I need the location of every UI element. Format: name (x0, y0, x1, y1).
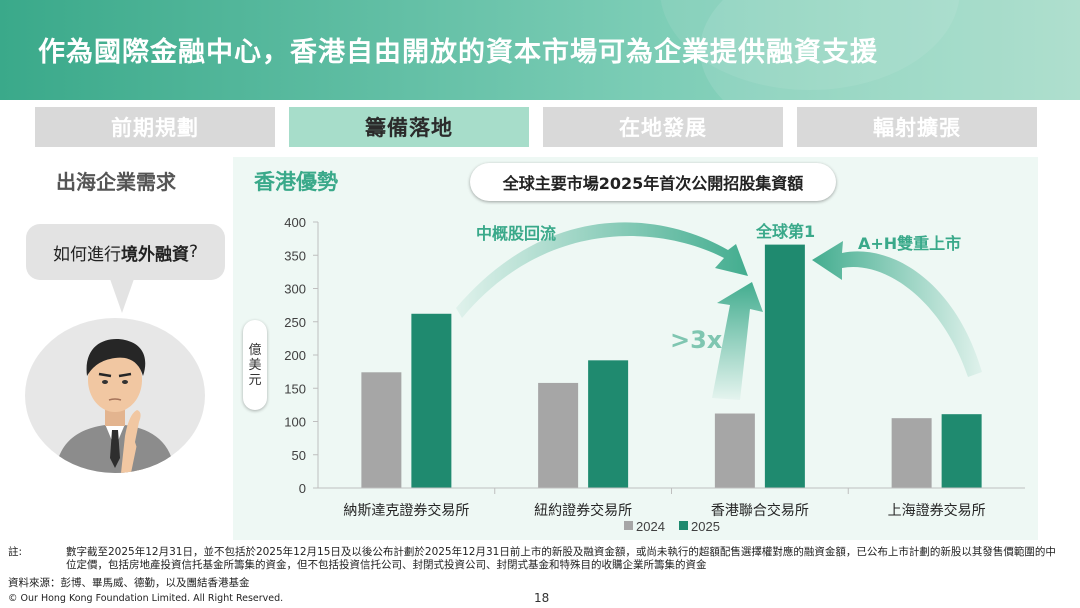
y-tick-label: 200 (284, 348, 306, 363)
bar-2024 (361, 372, 402, 488)
y-tick-label: 300 (284, 282, 306, 297)
y-tick-label: 400 (284, 215, 306, 230)
header-banner: 作為國際金融中心，香港自由開放的資本市場可為企業提供融資支援 (0, 0, 1080, 100)
y-tick-label: 0 (299, 481, 306, 496)
bar-2024 (714, 413, 755, 488)
x-tick-label: 香港聯合交易所 (711, 502, 809, 519)
thinking-man-avatar (25, 318, 205, 473)
speech-bubble: 如何進行 境外融資? (26, 224, 225, 280)
x-axis: 納斯達克證券交易所 紐約證券交易所 香港聯合交易所 上海證券交易所 (318, 487, 1025, 519)
bar-2025 (764, 244, 805, 488)
x-tick-label: 紐約證券交易所 (534, 502, 632, 519)
unit-char: 元 (248, 372, 262, 388)
slide-title: 作為國際金融中心，香港自由開放的資本市場可為企業提供融資支援 (38, 37, 878, 68)
copyright: © Our Hong Kong Foundation Limited. All … (8, 593, 284, 604)
x-tick-label: 納斯達克證券交易所 (343, 502, 469, 519)
y-axis-unit-label: 億 美 元 (243, 320, 267, 410)
trend-arrows (456, 222, 982, 400)
chart-title: 全球主要市場2025年首次公開招股集資額 (470, 163, 836, 201)
growth-annotation: >3x (670, 326, 723, 354)
hk-advantage-title: 香港優勢 (254, 170, 338, 194)
bubble-emphasis: 境外融資 (120, 244, 189, 265)
bar-2025 (941, 414, 982, 488)
legend-label: 2025 (691, 519, 720, 534)
tab-local-development[interactable]: 在地發展 (543, 107, 783, 147)
legend-swatch (679, 521, 688, 530)
bar-2025 (411, 313, 452, 488)
global-first-annotation: 全球第1 (756, 222, 816, 241)
bubble-suffix: ? (188, 242, 199, 262)
legend: 2024 2025 (624, 519, 720, 534)
y-tick-label: 150 (284, 381, 306, 396)
bubble-prefix: 如何進行 (52, 244, 121, 265)
y-tick-label: 50 (292, 448, 306, 463)
footnote-text: 數字截至2025年12月31日，並不包括於2025年12月15日及以後公布計劃於… (66, 546, 1056, 571)
y-tick-label: 250 (284, 315, 306, 330)
x-tick-label: 上海證券交易所 (888, 502, 986, 519)
y-axis: 0 50 100 150 200 250 300 350 400 (284, 215, 319, 496)
growth-arrow (712, 282, 763, 400)
bar-2024 (891, 418, 932, 488)
footnote-label: 註: (8, 546, 23, 558)
data-source: 資料來源：彭博、畢馬威、德勤，以及團結香港基金 (8, 577, 250, 589)
ah-listing-annotation: A+H雙重上市 (858, 234, 962, 253)
unit-char: 美 (248, 357, 262, 373)
header-decoration (700, 0, 1080, 100)
bar-2024 (538, 382, 579, 488)
page-number: 18 (534, 591, 550, 605)
thinking-man-icon (55, 339, 175, 473)
inflow-arrow (456, 222, 748, 318)
legend-swatch (624, 521, 633, 530)
bar-2025 (588, 360, 629, 488)
speech-bubble-tail (110, 279, 134, 313)
y-tick-label: 350 (284, 248, 306, 263)
tab-preparation[interactable]: 籌備落地 (289, 107, 529, 147)
y-tick-label: 100 (284, 415, 306, 430)
ah-listing-arrow (812, 241, 982, 377)
legend-label: 2024 (636, 519, 665, 534)
tab-planning[interactable]: 前期規劃 (35, 107, 275, 147)
enterprise-needs-title: 出海企業需求 (56, 170, 176, 194)
china-concept-annotation: 中概股回流 (476, 224, 557, 243)
bars (361, 244, 982, 488)
tab-expansion[interactable]: 輻射擴張 (797, 107, 1037, 147)
unit-char: 億 (248, 342, 262, 358)
